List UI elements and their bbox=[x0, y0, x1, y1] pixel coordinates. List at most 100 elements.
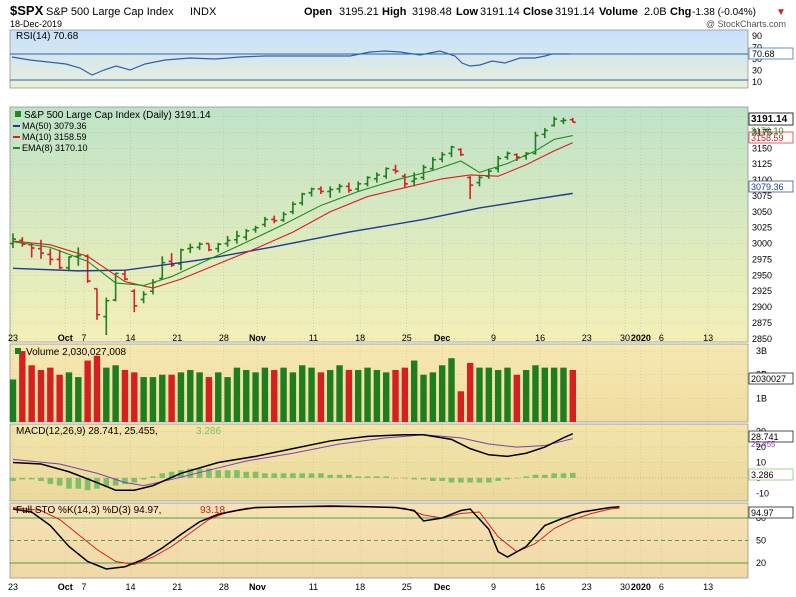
macd-hist-bar bbox=[448, 477, 455, 483]
macd-hist-bar bbox=[336, 474, 343, 478]
price-bar bbox=[345, 182, 352, 193]
macd-hist-bar bbox=[374, 476, 380, 478]
close-value: 3191.14 bbox=[555, 6, 595, 18]
x-axis-label: Nov bbox=[249, 582, 266, 592]
close-tag bbox=[748, 112, 794, 126]
price-bar bbox=[75, 247, 82, 266]
rsi-label: RSI(14) 70.68 bbox=[16, 31, 79, 42]
price-bar bbox=[308, 187, 315, 197]
price-tick-label: 2925 bbox=[752, 286, 772, 296]
chg-value: -1.38 (-0.04%) bbox=[692, 7, 756, 18]
volume-bar bbox=[336, 365, 343, 422]
x-axis-label: 21 bbox=[172, 333, 182, 343]
volume-bar bbox=[215, 372, 222, 422]
x-axis-label: Oct bbox=[58, 582, 73, 592]
macd-hist-bar bbox=[327, 474, 334, 478]
x-axis-label: 9 bbox=[491, 333, 496, 343]
rsi-value-tag-text: 70.68 bbox=[752, 49, 775, 59]
price-bar bbox=[112, 272, 119, 302]
macd-hist-bar bbox=[131, 477, 138, 483]
price-bar bbox=[252, 225, 259, 233]
volume-bar bbox=[84, 360, 91, 422]
price-bar bbox=[196, 242, 203, 250]
volume-tag-text: 2030027 bbox=[751, 374, 786, 384]
volume-bar bbox=[308, 367, 315, 422]
macd-hist-bar bbox=[150, 476, 156, 478]
price-bar bbox=[37, 239, 44, 259]
legend-entry: MA(50) 3079.36 bbox=[22, 121, 87, 131]
macd-hist-bar bbox=[262, 473, 268, 478]
volume-tick-label: 1B bbox=[756, 393, 767, 403]
price-bars bbox=[10, 116, 576, 336]
x-axis-label: 25 bbox=[402, 333, 412, 343]
x-axis-label: 13 bbox=[703, 333, 713, 343]
macd-hist-bar bbox=[19, 477, 26, 480]
price-panel bbox=[9, 106, 749, 343]
volume-bar bbox=[65, 372, 73, 422]
high-value: 3198.48 bbox=[412, 6, 452, 18]
x-axis-label: 21 bbox=[172, 582, 182, 592]
price-bar bbox=[383, 167, 390, 179]
volume-bar bbox=[569, 370, 576, 422]
macd-tick-label: 20 bbox=[756, 442, 766, 452]
macd-hist-bar bbox=[28, 477, 35, 480]
volume-bar bbox=[252, 372, 259, 422]
date: 18-Dec-2019 bbox=[10, 19, 62, 29]
volume-bar bbox=[364, 367, 371, 422]
price-bar bbox=[271, 215, 278, 224]
price-bar bbox=[121, 270, 128, 281]
x-axis-label: Nov bbox=[249, 333, 266, 343]
x-axis-label: 18 bbox=[355, 582, 365, 592]
sto-k-line bbox=[12, 505, 620, 570]
price-tick-label: 3000 bbox=[752, 239, 772, 249]
macd-hist-bar bbox=[392, 477, 399, 479]
macd-hist-bar bbox=[271, 473, 278, 478]
macd-hist-bar bbox=[168, 471, 175, 478]
price-bar bbox=[569, 117, 576, 124]
x-axis-label: 7 bbox=[81, 333, 86, 343]
volume-bar bbox=[429, 372, 437, 422]
index-name: S&P 500 Large Cap Index bbox=[46, 6, 174, 18]
price-bar bbox=[317, 186, 324, 195]
price-bar bbox=[551, 116, 558, 127]
volume-bar bbox=[37, 370, 45, 422]
price-bar bbox=[261, 216, 268, 228]
price-bar bbox=[215, 242, 222, 253]
ema8-tag-text: 3170.10 bbox=[751, 126, 784, 136]
sto-tick-label: 50 bbox=[756, 536, 766, 546]
price-bar bbox=[159, 256, 166, 280]
macd-hist-bar bbox=[290, 473, 296, 478]
macd-hist-bar bbox=[47, 477, 54, 485]
price-bar bbox=[439, 152, 446, 163]
sto-tick-label: 20 bbox=[756, 558, 766, 568]
volume-bar bbox=[513, 374, 521, 422]
macd-hist-bar bbox=[486, 477, 492, 483]
price-tick-label: 3075 bbox=[752, 191, 772, 201]
price-bar bbox=[65, 256, 72, 271]
price-bar bbox=[243, 228, 250, 241]
volume-bar bbox=[159, 374, 166, 422]
brand: @ StockCharts.com bbox=[706, 19, 786, 29]
macd-hist-bar bbox=[243, 471, 250, 478]
volume-tick-label: 3B bbox=[756, 346, 767, 356]
volume-value: 2.0B bbox=[644, 6, 667, 18]
macd-hist-bar bbox=[430, 477, 436, 481]
ma50-tag-text: 3079.36 bbox=[751, 182, 784, 192]
x-axis-label: 14 bbox=[126, 333, 136, 343]
x-axis-label: 9 bbox=[491, 582, 496, 592]
high-label: High bbox=[382, 6, 407, 18]
x-axis-labels-middle: 23 Oct 7 14 21 28 Nov 11 18 25 Dec 9 16 23 30 2020 6 13 bbox=[8, 333, 713, 343]
volume-bar bbox=[560, 367, 567, 422]
volume-bar bbox=[410, 360, 418, 422]
macd-hist-bar bbox=[308, 473, 315, 478]
x-axis-label: 25 bbox=[402, 582, 412, 592]
price-tick-label: 2900 bbox=[752, 302, 772, 312]
ma10-tag-text: 3158.59 bbox=[751, 133, 784, 143]
macd-hist-bar bbox=[224, 470, 231, 478]
rsi-tick-label: 30 bbox=[752, 66, 762, 76]
price-tick-label: 3050 bbox=[752, 207, 772, 217]
macd-hist-bar bbox=[364, 476, 371, 478]
price-bar bbox=[373, 172, 380, 183]
x-axis-label: 18 bbox=[355, 333, 365, 343]
macd-hist-bar bbox=[402, 477, 408, 479]
